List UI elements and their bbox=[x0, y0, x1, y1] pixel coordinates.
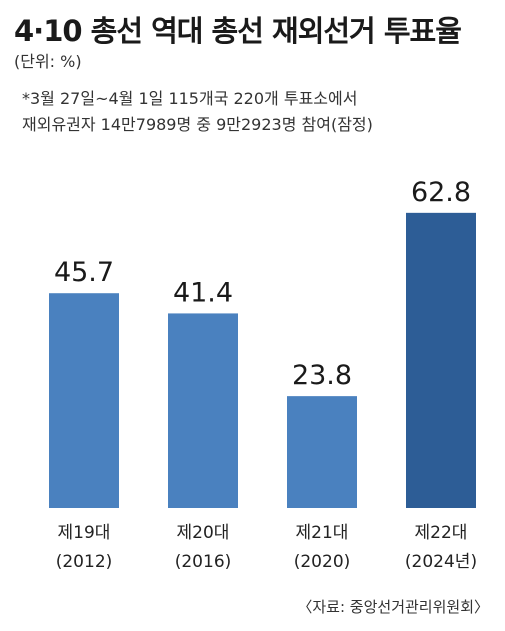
unit-label: (단위: %) bbox=[14, 52, 82, 71]
bar bbox=[49, 293, 119, 508]
category-year-label: (2024년) bbox=[405, 552, 477, 572]
chart-title: 4·10 총선 역대 총선 재외선거 투표율 bbox=[14, 14, 462, 48]
bar-value-label: 45.7 bbox=[54, 257, 114, 288]
bar bbox=[168, 313, 238, 508]
bar bbox=[406, 212, 476, 508]
category-label: 제19대 bbox=[58, 523, 111, 543]
bar bbox=[287, 396, 357, 508]
footnote-line-2: 재외유권자 14만7989명 중 9만2923명 참여(잠정) bbox=[22, 115, 373, 134]
category-year-label: (2012) bbox=[56, 552, 113, 572]
category-label: 제20대 bbox=[177, 523, 230, 543]
category-year-label: (2020) bbox=[294, 552, 351, 572]
bar-value-label: 62.8 bbox=[411, 177, 471, 208]
bar-value-label: 41.4 bbox=[173, 277, 233, 308]
footnote-line-1: *3월 27일~4월 1일 115개국 220개 투표소에서 bbox=[22, 89, 358, 108]
category-year-label: (2016) bbox=[175, 552, 232, 572]
category-label: 제21대 bbox=[296, 523, 349, 543]
source-label: 〈자료: 중앙선거관리위원회〉 bbox=[297, 598, 489, 616]
footnote: *3월 27일~4월 1일 115개국 220개 투표소에서 재외유권자 14만… bbox=[22, 86, 373, 138]
category-label: 제22대 bbox=[415, 523, 468, 543]
bar-value-label: 23.8 bbox=[292, 360, 352, 391]
